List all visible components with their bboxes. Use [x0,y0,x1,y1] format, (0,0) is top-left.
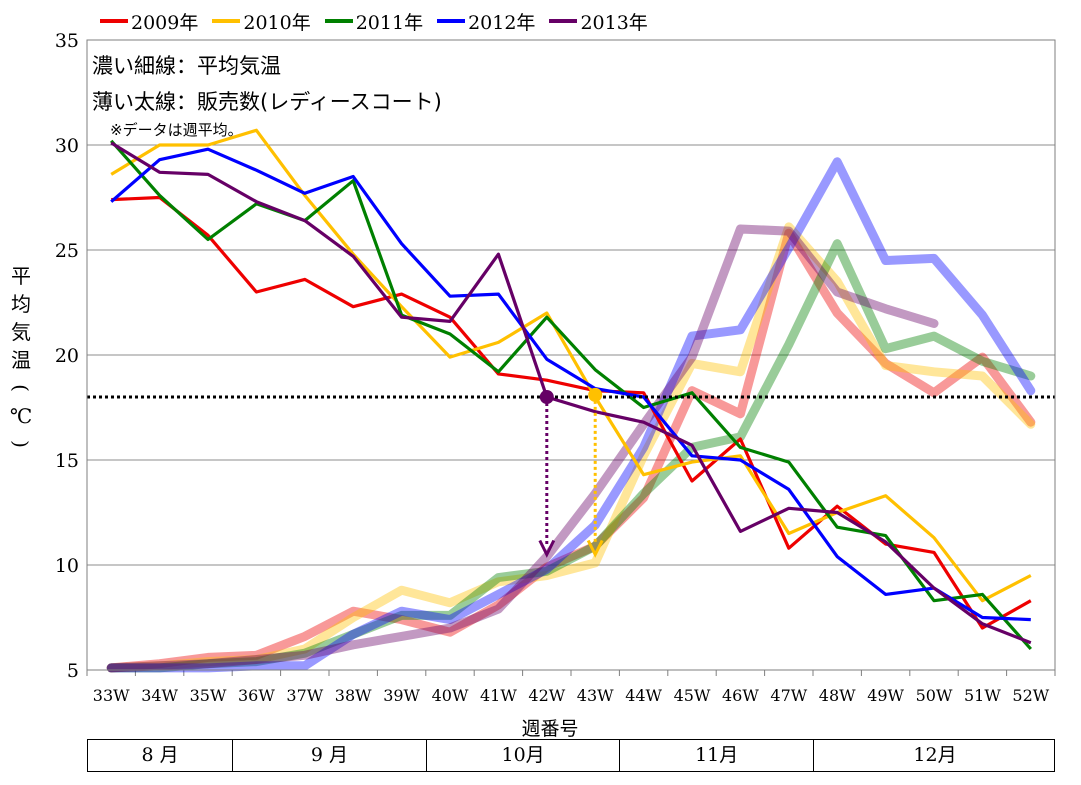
temperature-lines [110,128,1032,651]
marker-arrowhead-2010 [586,539,604,558]
y-axis-label-char: ( [9,384,33,392]
markers [538,387,604,558]
y-tick-label: 30 [55,135,79,157]
annotation-note: ※データは週平均。 [110,121,243,139]
x-tick-label: 51W [964,686,1001,705]
sales-line-2009 [106,228,1036,673]
x-axis-label: 週番号 [521,718,579,740]
y-axis-label-char: 均 [11,292,31,316]
marker-arrowhead-2013 [538,539,556,558]
y-tick-label: 10 [55,555,79,577]
legend-swatch-2012 [437,19,466,23]
x-tick-label: 49W [867,686,904,705]
month-cell: 9 月 [233,740,427,771]
sales-lines [106,157,1036,673]
x-tick-label: 44W [625,686,662,705]
x-tick-label: 41W [480,686,517,705]
temperature-line-2012 [110,147,1031,622]
annotation-temperature: 濃い細線：平均気温 [92,54,281,78]
y-axis-label-char: 平 [11,264,31,288]
x-tick-label: 35W [190,686,227,705]
x-tick-label: 45W [674,686,711,705]
month-cell: 12月 [913,744,957,766]
x-tick-label: 37W [286,686,323,705]
x-tick-label: 36W [238,686,275,705]
legend-label-2009: 2009年 [131,11,199,34]
x-tick-label: 40W [432,686,469,705]
y-axis-label: 平均気温 ( ℃) [8,262,34,458]
x-tick-label: 50W [916,686,953,705]
x-tick-label: 47W [770,686,807,705]
y-tick-label: 20 [55,345,79,367]
legend-swatch-2011 [324,19,353,23]
marker-point-2010 [588,387,603,402]
legend-label-2013: 2013年 [580,11,648,34]
y-tick-labels: 5 10 15 20 25 30 35 [55,30,79,682]
y-axis-label-char: 気 [11,320,31,344]
sales-line-2010 [106,222,1036,673]
x-tick-label: 52W [1012,686,1049,705]
month-cell: 8 月 [88,740,234,771]
legend-item-2011: 2011年 [324,8,424,35]
legend-item-2013: 2013年 [549,8,648,35]
legend-swatch-2010 [212,19,241,23]
y-axis-label-char: ) [9,440,33,448]
temperature-line-2010 [110,128,1032,603]
legend-label-2010: 2010年 [243,11,311,34]
x-tick-label: 46W [722,686,759,705]
legend-item-2010: 2010年 [212,8,311,35]
sales-line-2012 [106,157,1036,673]
marker-point-2013 [539,390,554,404]
month-cell: 10月 [427,740,621,771]
y-tick-label: 35 [55,30,79,52]
y-axis-label-char: ℃ [9,404,33,428]
legend-swatch-2009 [100,19,128,23]
x-tick-label: 43W [577,686,614,705]
sales-line-2011 [106,239,1036,673]
y-tick-label: 25 [55,240,79,262]
legend-item-2012: 2012年 [437,8,535,35]
x-tick-label: 34W [141,686,178,705]
x-tick-label: 39W [383,686,420,705]
temperature-line-2013 [110,141,1032,645]
y-tick-label: 15 [55,450,79,472]
x-tick-label: 38W [335,686,372,705]
y-tick-label: 5 [67,660,79,682]
y-axis-label-char: 温 [11,348,31,372]
x-tick-label: 48W [819,686,856,705]
x-tick-label: 33W [93,686,130,705]
sales-line-2013 [106,224,939,673]
legend: 2009年 2010年 2011年 2012年 2013年 [100,8,648,34]
temperature-line-2011 [110,139,1032,651]
legend-label-2011: 2011年 [355,11,424,34]
x-tick-labels: 33W 34W 35W 36W 37W 38W 39W 40W 41W 42W 43W 44W 45W 4… [86,670,1056,705]
legend-swatch-2013 [549,19,578,23]
legend-label-2012: 2012年 [468,11,536,34]
month-cell: 11月 [620,740,814,771]
x-tick-label: 42W [528,686,565,705]
plot-border [86,39,1056,671]
annotation-sales: 薄い太線：販売数(レディースコート) [92,90,442,114]
legend-item-2009: 2009年 [100,8,198,35]
